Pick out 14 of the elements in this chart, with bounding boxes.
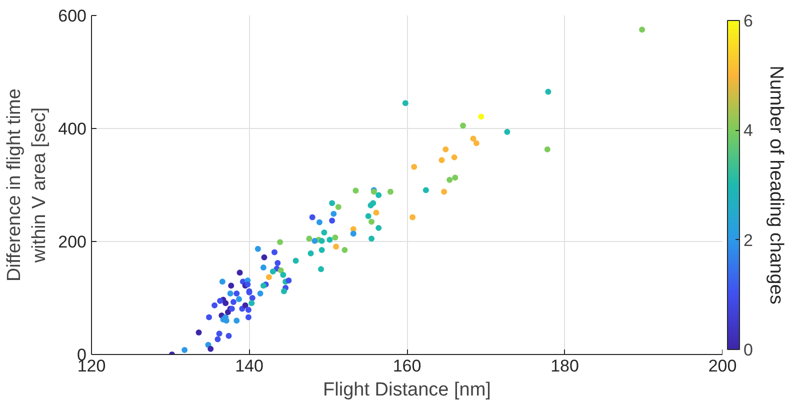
x-tick-label: 160 (392, 356, 422, 376)
y-tick-label: 400 (58, 120, 87, 138)
color-bar-label: 6 (744, 12, 753, 30)
x-tick-label: 180 (550, 356, 579, 376)
y-tick-label: 600 (58, 6, 87, 26)
x-axis-title: Flight Distance [nm] (323, 380, 491, 400)
y-tick-label: 200 (58, 232, 87, 252)
x-tick-label: 200 (708, 356, 737, 376)
x-tick-label: 140 (235, 356, 264, 376)
y-axis-title: Difference in flight time within V area [sec] (4, 88, 50, 282)
color-bar-title: Number of heading changes (766, 66, 786, 304)
color-bar-label: 2 (744, 230, 753, 250)
color-bar-label: 4 (744, 121, 753, 140)
color-bar-label: 0 (744, 340, 753, 360)
